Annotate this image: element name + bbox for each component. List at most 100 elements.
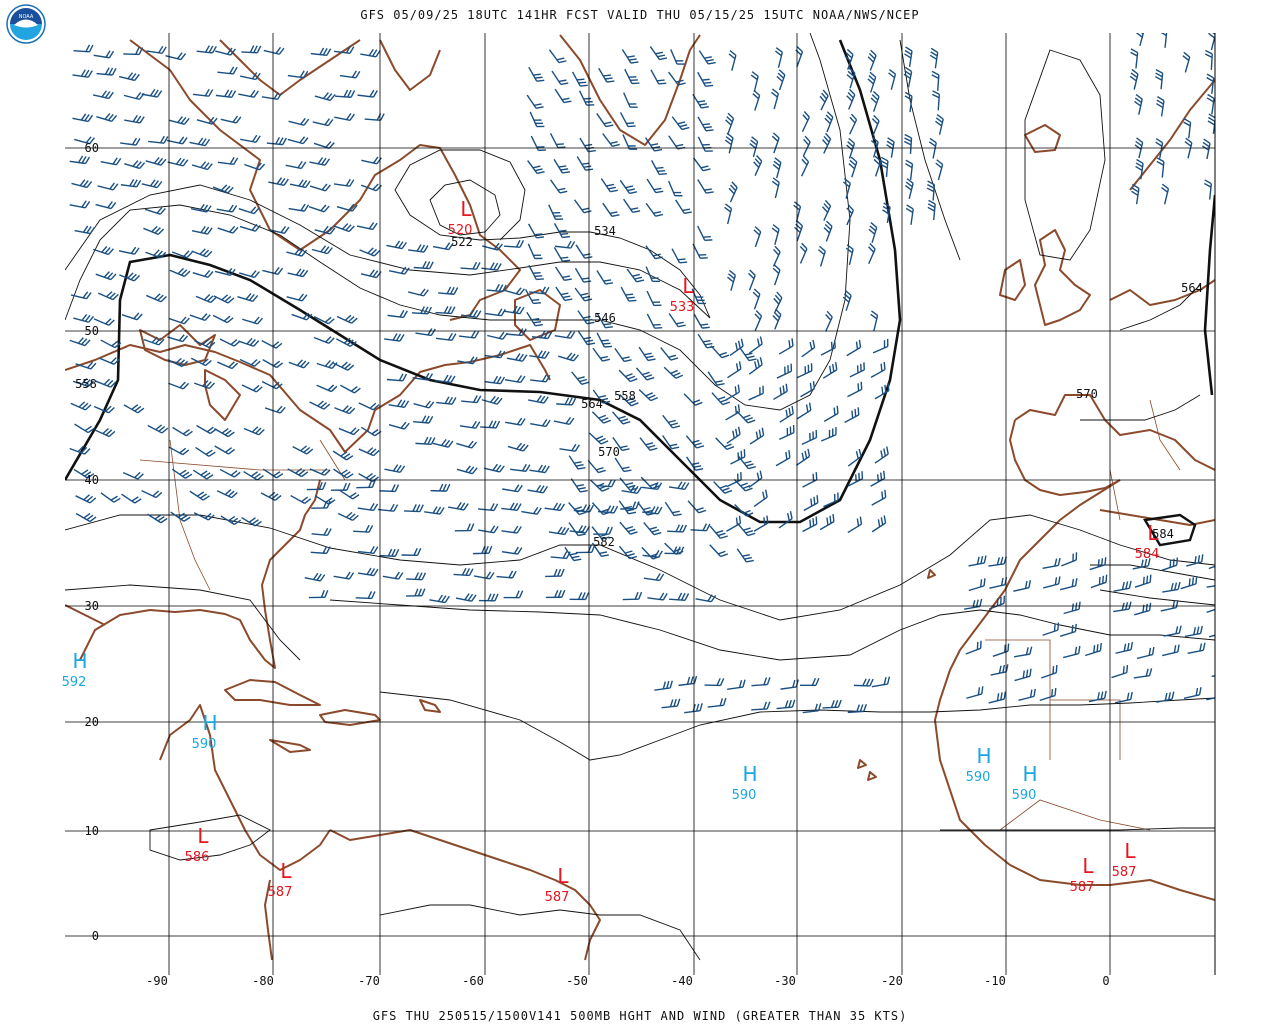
wind-barb (430, 483, 451, 492)
wind-barb (575, 244, 593, 259)
wind-barb (118, 246, 140, 255)
wind-barb (544, 502, 565, 512)
wind-barb (527, 484, 549, 494)
wind-barb (801, 339, 816, 358)
wind-barb (1156, 691, 1175, 703)
wind-barb (598, 67, 615, 83)
wind-barb (241, 45, 262, 54)
coastline (224, 679, 321, 706)
wind-barb (472, 545, 493, 555)
wind-barb (1089, 557, 1107, 571)
wind-barb (168, 116, 190, 126)
wind-barb (675, 199, 692, 215)
wind-barb (683, 393, 703, 406)
wind-barb (241, 516, 262, 527)
wind-barb (1180, 576, 1198, 590)
wind-barb (588, 432, 609, 445)
wind-barb (406, 572, 427, 581)
wind-barb (168, 446, 190, 456)
wind-barb (316, 360, 338, 370)
wind-barb (848, 156, 858, 178)
wind-barb (752, 89, 761, 111)
wind-barb (802, 516, 818, 533)
wind-barb (239, 223, 261, 232)
longitude-label: -30 (774, 974, 796, 988)
coastline (159, 704, 331, 871)
wind-barb (968, 555, 987, 567)
wind-barb (692, 243, 708, 259)
wind-barb (1161, 557, 1179, 572)
wind-barb (568, 455, 586, 470)
wind-barb (709, 544, 729, 558)
wind-barb (424, 506, 445, 515)
contour-value-label: 584 (1152, 527, 1174, 541)
political-border (1149, 399, 1181, 471)
wind-barb (1042, 557, 1061, 569)
wind-barb (667, 524, 688, 533)
wind-barb (262, 359, 284, 369)
political-border (1109, 469, 1121, 521)
wind-barb (799, 242, 808, 264)
wind-barb (931, 70, 940, 91)
wind-barb (529, 350, 550, 359)
height-contour (1203, 194, 1215, 396)
wind-barb (461, 395, 482, 404)
wind-barb (1042, 622, 1060, 636)
wind-barb (240, 72, 261, 81)
wind-barb (214, 267, 236, 276)
wind-barb (867, 71, 877, 93)
noaa-logo-icon: NOAA (6, 4, 46, 44)
wind-barb (357, 545, 379, 555)
wind-barb (191, 248, 213, 258)
wind-barb (802, 703, 822, 714)
wind-barb (143, 225, 165, 235)
wind-barb (569, 592, 590, 601)
low-pressure-marker: L (1124, 839, 1136, 863)
wind-barb (1114, 691, 1133, 704)
wind-barb (619, 477, 638, 491)
wind-barb (193, 512, 215, 521)
wind-barb (388, 399, 410, 409)
wind-barb (504, 375, 526, 384)
wind-barb (800, 381, 816, 398)
height-contour (149, 814, 271, 861)
wind-barb (75, 361, 97, 370)
wind-barb (527, 160, 545, 175)
wind-barb (339, 70, 361, 79)
wind-barb (1063, 601, 1081, 615)
height-contour (940, 827, 1215, 831)
wind-barb (285, 161, 307, 170)
wind-barb (481, 395, 503, 405)
coastline (204, 369, 241, 421)
map-title: GFS 05/09/25 18UTC 141HR FCST VALID THU … (360, 8, 920, 22)
wind-barb (847, 703, 868, 714)
wind-barb (190, 357, 212, 367)
wind-barb (551, 70, 569, 86)
wind-barb (647, 592, 668, 601)
wind-barb (574, 287, 593, 302)
wind-barb (667, 180, 683, 197)
wind-barb (571, 371, 590, 385)
wind-barb (846, 339, 862, 357)
wind-barb (590, 479, 610, 492)
wind-barb (1183, 118, 1192, 139)
contour-value-label: 522 (451, 235, 473, 249)
wind-barb (935, 113, 944, 135)
wind-barb (573, 199, 592, 214)
wind-barb (730, 449, 746, 465)
low-pressure-marker: L (197, 824, 209, 848)
wind-barb (1135, 33, 1145, 47)
wind-barb (697, 71, 714, 87)
wind-barb (1208, 33, 1215, 51)
wind-barb (73, 44, 94, 53)
wind-barb (333, 571, 355, 580)
wind-barb (217, 66, 238, 75)
wind-barb (1206, 93, 1215, 115)
wind-barb (927, 199, 936, 221)
wind-barb (123, 47, 144, 56)
wind-barb (736, 410, 756, 424)
wind-barb (286, 293, 308, 302)
wind-barb (196, 116, 218, 125)
wind-barb (750, 71, 759, 92)
wind-barb (313, 315, 335, 325)
